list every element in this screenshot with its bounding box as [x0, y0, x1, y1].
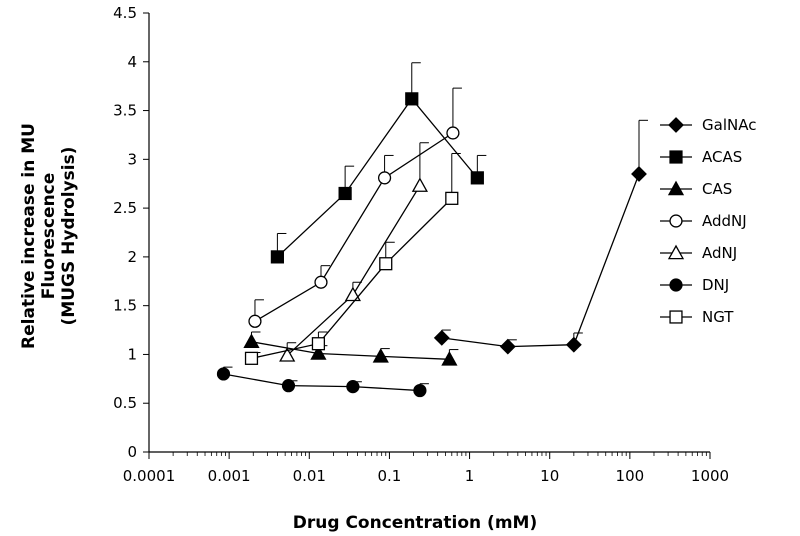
data-point-addnj: [248, 314, 262, 328]
y-tick-label: 0: [127, 443, 137, 461]
data-point-dnj: [281, 379, 296, 393]
series-line-galnac: [441, 173, 640, 348]
x-axis-title: Drug Concentration (mM): [293, 513, 537, 533]
y-tick-label: 1.5: [113, 297, 137, 315]
legend-item-cas: CAS: [660, 180, 732, 198]
y-axis-title: Relative increase in MUFluorescence(MUGS…: [19, 123, 79, 349]
x-tick-label: 10: [540, 467, 559, 485]
series-ngt: [244, 152, 461, 365]
data-point-acas: [405, 92, 419, 106]
data-point-acas: [470, 171, 484, 185]
data-point-acas: [270, 250, 284, 264]
x-tick-label: 0.001: [208, 467, 251, 485]
y-axis-title-line: (MUGS Hydrolysis): [59, 147, 79, 326]
legend-label-galnac: GalNAc: [702, 116, 756, 134]
data-point-dnj: [413, 383, 427, 398]
data-point-adnj: [344, 286, 361, 302]
series-line-dnj: [223, 373, 420, 392]
legend-label-acas: ACAS: [702, 148, 742, 166]
data-point-ngt: [244, 351, 259, 365]
series-line-adnj: [286, 185, 421, 356]
series-line-acas: [276, 97, 478, 258]
legend-marker-acas: [669, 150, 683, 164]
y-tick-label: 1: [127, 345, 137, 363]
legend-item-acas: ACAS: [660, 148, 742, 166]
x-tick-label: 1: [465, 467, 475, 485]
y-tick-label: 0.5: [113, 394, 137, 412]
y-axis-title-line: Fluorescence: [39, 173, 59, 300]
x-tick-label: 1000: [691, 467, 729, 485]
legend-item-dnj: DNJ: [660, 276, 729, 294]
y-tick-label: 2: [127, 248, 137, 266]
legend-marker-cas: [667, 180, 685, 196]
data-point-cas: [243, 333, 260, 349]
y-tick-label: 2.5: [113, 199, 137, 217]
y-tick-label: 3.5: [113, 102, 137, 120]
data-point-acas: [338, 186, 352, 201]
data-point-cas: [441, 350, 458, 366]
legend-item-addnj: AddNJ: [660, 212, 747, 230]
legend-label-dnj: DNJ: [702, 276, 729, 294]
data-point-adnj: [411, 177, 429, 192]
data-point-ngt: [379, 257, 393, 271]
x-tick-label: 0.1: [377, 467, 401, 485]
legend-marker-galnac: [668, 117, 684, 133]
x-tick-label: 0.0001: [123, 467, 176, 485]
data-point-addnj: [314, 275, 328, 289]
y-tick-label: 4: [127, 53, 137, 71]
legend-marker-dnj: [669, 278, 683, 292]
data-point-galnac: [433, 329, 450, 346]
series-acas: [270, 62, 487, 264]
series-galnac: [433, 119, 648, 355]
legend-label-addnj: AddNJ: [702, 212, 747, 230]
plot-area: [216, 62, 648, 398]
legend-label-adnj: AdNJ: [702, 244, 737, 262]
series-line-cas: [251, 341, 450, 360]
legend-item-galnac: GalNAc: [660, 116, 756, 134]
series-cas: [243, 331, 459, 366]
y-tick-label: 4.5: [113, 4, 137, 22]
series-dnj: [216, 366, 429, 398]
data-point-galnac: [631, 166, 647, 182]
legend: GalNAc ACAS CAS AddNJ AdNJ DNJ NGT: [660, 116, 756, 326]
y-tick-label: 3: [127, 150, 137, 168]
data-point-cas: [372, 348, 389, 363]
data-point-ngt: [445, 191, 459, 205]
series-line-ngt: [251, 197, 453, 359]
series-line-addnj: [254, 132, 454, 322]
data-point-galnac: [499, 338, 516, 355]
data-point-addnj: [377, 171, 392, 185]
data-point-ngt: [311, 337, 326, 351]
y-axis-title-line: Relative increase in MU: [19, 123, 39, 349]
axes: 0 0.5 1 1.5 2 2.5 3 3.5 4 4.5 0.0001 0.001 0.01 0.1 1 1…: [113, 4, 729, 485]
series-addnj: [248, 87, 462, 328]
legend-item-adnj: AdNJ: [660, 244, 737, 262]
data-point-galnac: [565, 336, 582, 353]
x-tick-label: 0.01: [293, 467, 326, 485]
legend-item-ngt: NGT: [660, 308, 734, 326]
data-point-dnj: [216, 367, 231, 381]
data-point-dnj: [346, 380, 360, 394]
legend-label-ngt: NGT: [702, 308, 734, 326]
data-point-adnj: [279, 347, 296, 362]
legend-marker-addnj: [669, 214, 683, 228]
legend-label-cas: CAS: [702, 180, 732, 198]
legend-marker-adnj: [667, 244, 685, 260]
legend-marker-ngt: [669, 310, 683, 324]
data-point-cas: [310, 345, 327, 360]
x-tick-label: 100: [616, 467, 645, 485]
series-adnj: [279, 142, 429, 362]
data-point-addnj: [446, 126, 460, 140]
